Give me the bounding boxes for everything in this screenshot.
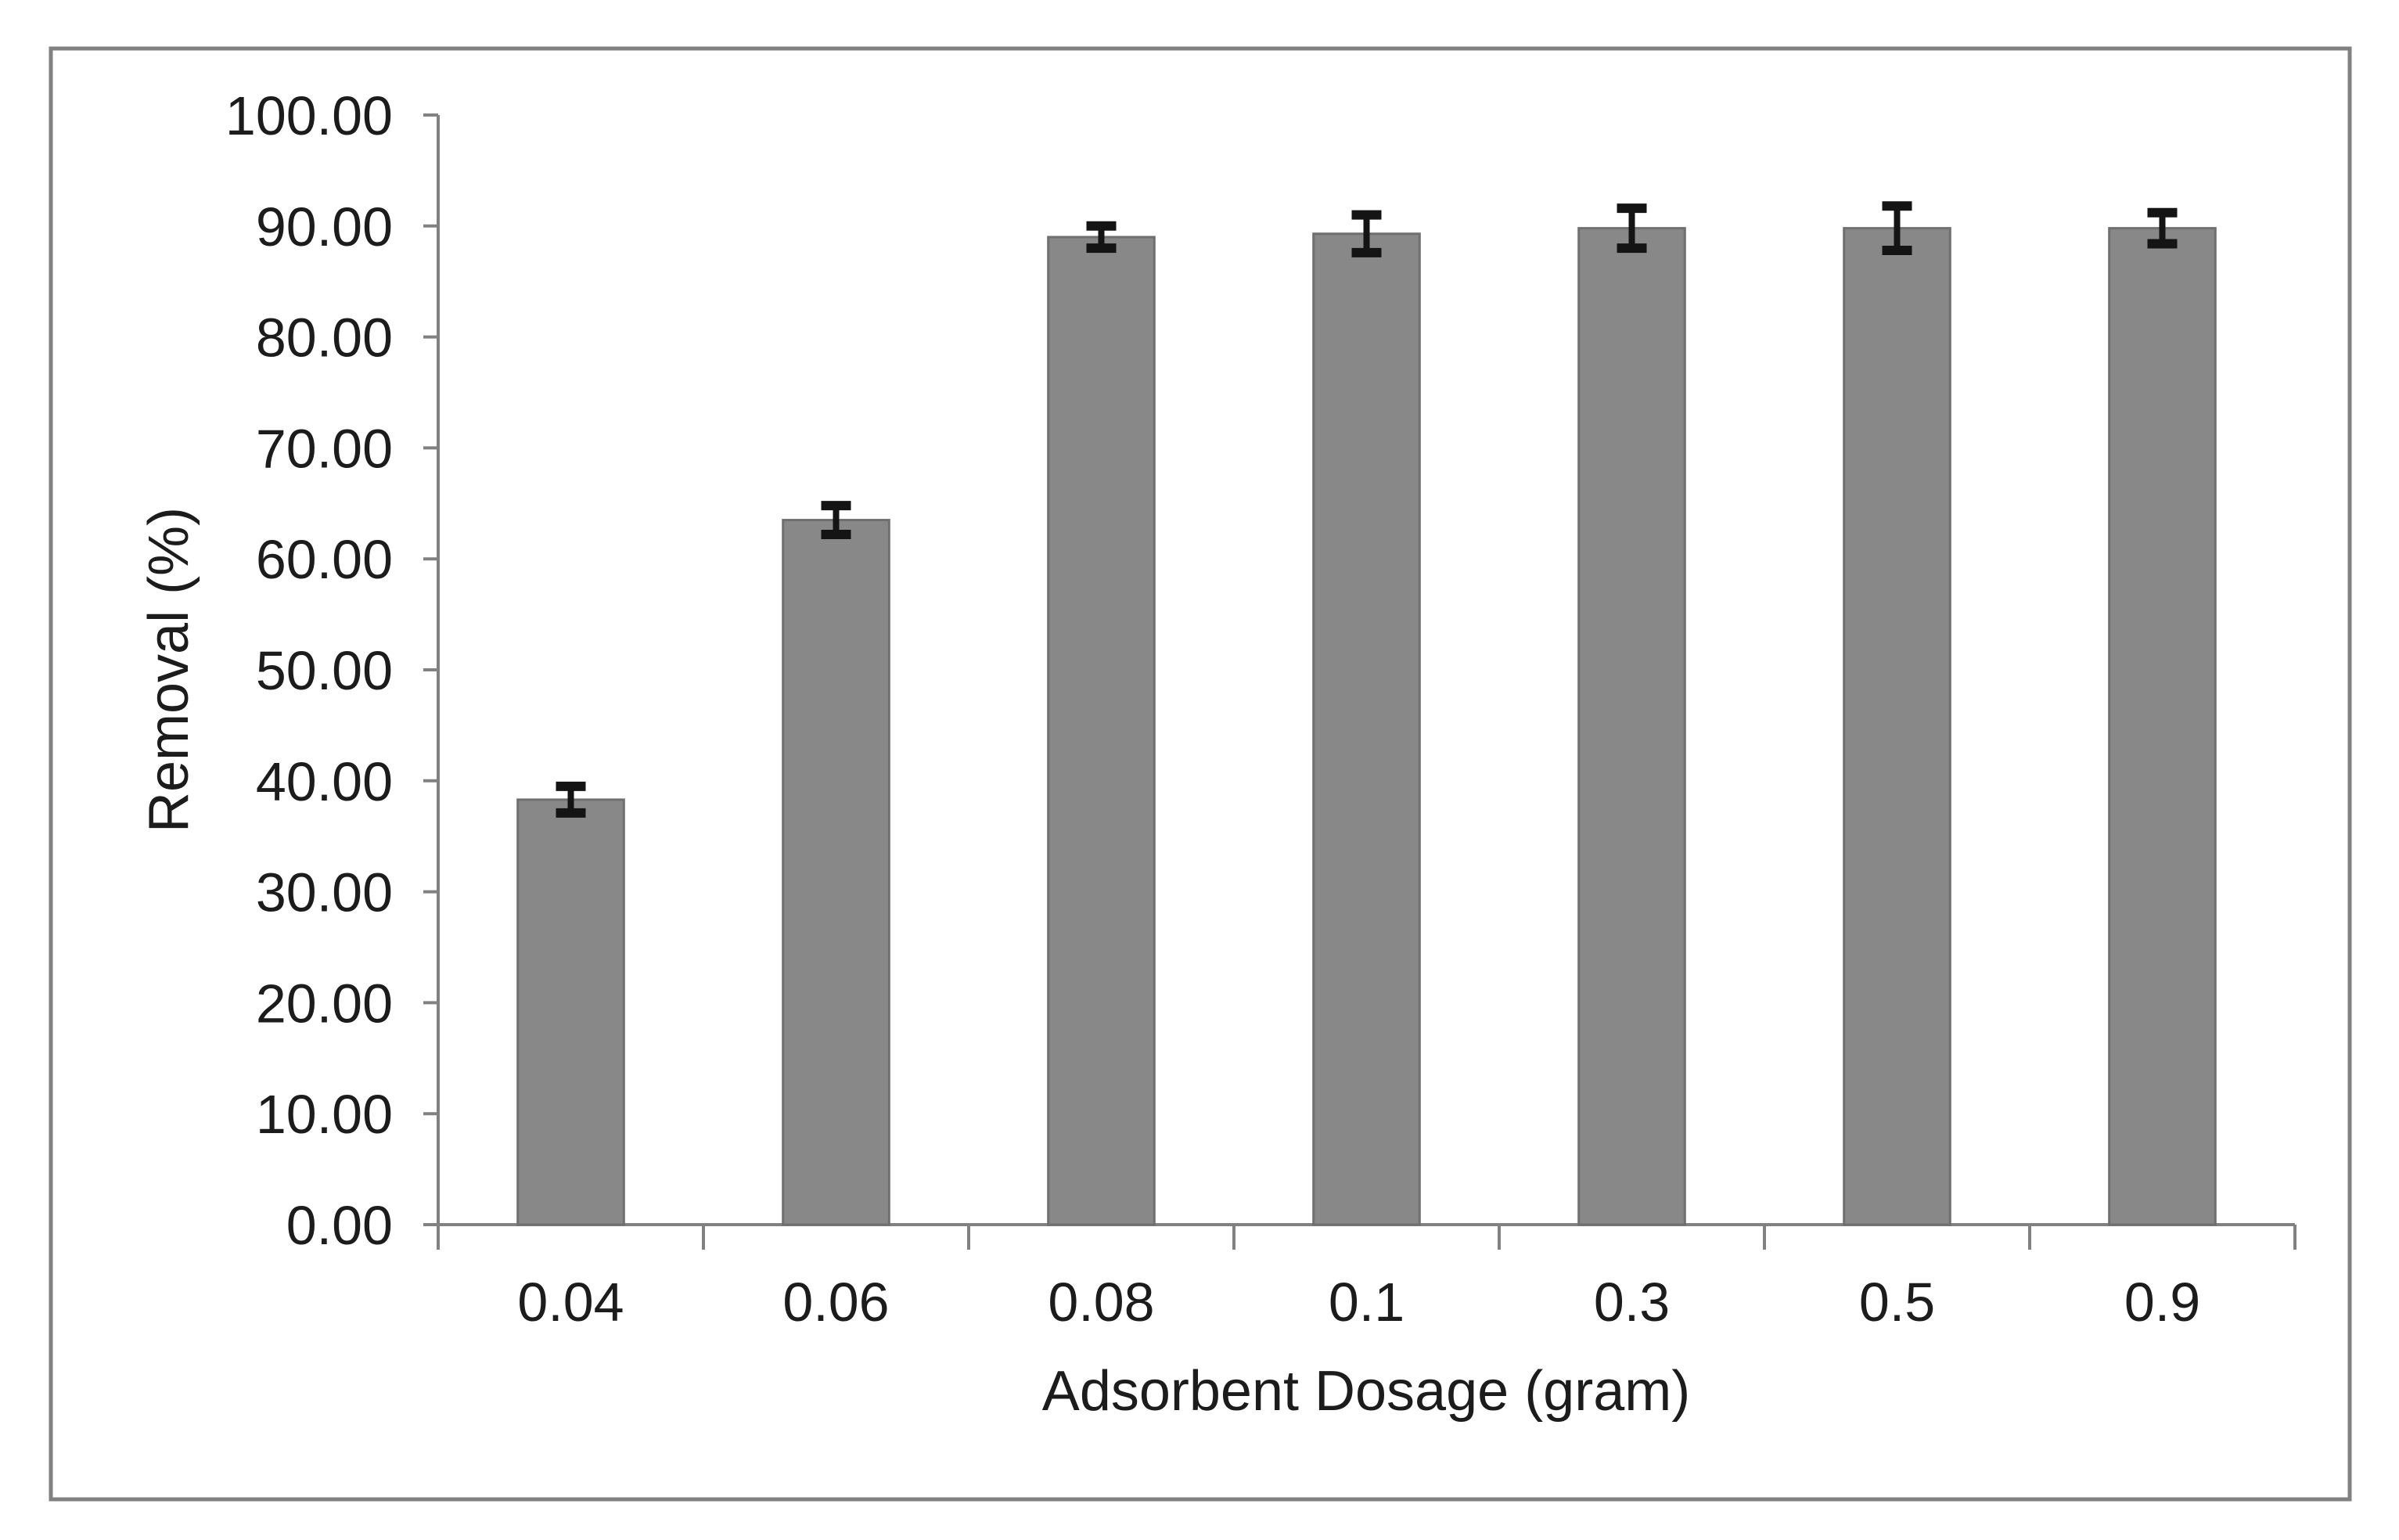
bar	[516, 798, 625, 1226]
bar	[2108, 227, 2217, 1226]
bar	[1843, 227, 1951, 1226]
x-axis-tick-label: 0.08	[1048, 1272, 1154, 1333]
y-axis-tick-label: 60.00	[256, 529, 393, 590]
y-axis-tick-label: 10.00	[256, 1084, 393, 1145]
y-axis-tick-label: 0.00	[286, 1195, 393, 1256]
y-axis-tick-label: 50.00	[256, 640, 393, 701]
y-axis-tick-label: 20.00	[256, 973, 393, 1034]
bar	[1577, 227, 1686, 1226]
y-axis-tick-label: 100.00	[225, 85, 393, 146]
x-axis-tick-label: 0.5	[1859, 1272, 1935, 1333]
x-axis-tick-label: 0.06	[782, 1272, 889, 1333]
x-axis-tick-label: 0.9	[2124, 1272, 2200, 1333]
bar	[1312, 232, 1421, 1226]
bar	[782, 519, 890, 1226]
y-axis-title: Removal (%)	[138, 507, 200, 833]
y-axis-tick-label: 30.00	[256, 862, 393, 923]
y-axis-tick-label: 70.00	[256, 418, 393, 479]
x-axis-title: Adsorbent Dosage (gram)	[1042, 1360, 1690, 1423]
y-axis-tick-label: 80.00	[256, 308, 393, 369]
y-axis-tick-label: 90.00	[256, 196, 393, 257]
x-axis-tick-label: 0.1	[1329, 1272, 1405, 1333]
x-axis-tick-label: 0.04	[517, 1272, 624, 1333]
bar	[1047, 236, 1156, 1226]
chart-border	[49, 46, 2352, 1502]
y-axis-tick-label: 40.00	[256, 751, 393, 812]
x-axis-tick-label: 0.3	[1594, 1272, 1670, 1333]
chart-plot-area: 0.00 10.00 20.00 30.00 40.00 50.00 60.00 70.00 8…	[49, 46, 2352, 1502]
